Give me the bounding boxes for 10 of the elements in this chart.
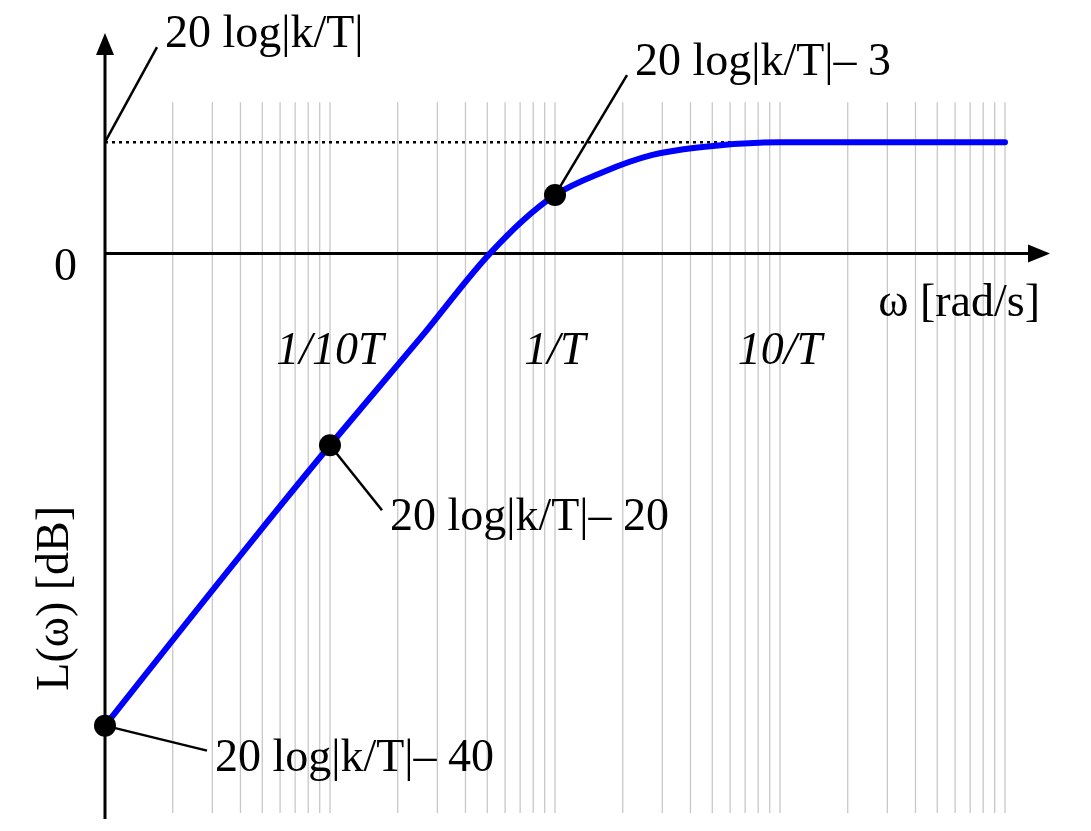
x-tick-label: 1/10T xyxy=(276,322,388,374)
annotation: 20 log|k/T|– 40 xyxy=(215,729,495,781)
y-axis-title: L(ω) [dB] xyxy=(27,505,78,691)
annotation: 20 log|k/T|– 3 xyxy=(635,34,892,86)
annotation: 20 log|k/T| xyxy=(165,6,364,58)
x-tick-label: 10/T xyxy=(737,322,826,374)
x-axis-title: ω [rad/s] xyxy=(878,274,1040,326)
annotation: 20 log|k/T|– 20 xyxy=(390,489,670,541)
text: 0 xyxy=(54,238,77,290)
x-tick-label: 1/T xyxy=(524,322,590,374)
